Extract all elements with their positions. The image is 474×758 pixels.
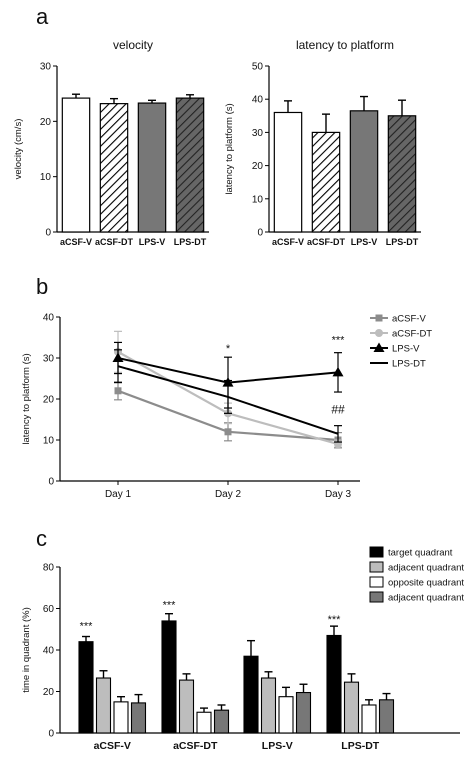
legend-marker <box>373 342 385 352</box>
y-tick-label: 0 <box>48 477 54 488</box>
legend-swatch <box>369 546 384 558</box>
x-tick-label: LPS-DT <box>341 740 380 752</box>
x-tick-label: aCSF-V <box>94 740 131 752</box>
bar-LPS-V-1 <box>260 677 277 734</box>
significance-marker: * <box>226 343 231 355</box>
x-tick-label: Day 3 <box>325 489 352 500</box>
panel-letter-b: b <box>36 274 48 299</box>
legend-label: adjacent quadrant <box>388 563 464 574</box>
y-axis-label: velocity (cm/s) <box>13 119 24 180</box>
legend-marker <box>375 329 383 337</box>
x-tick-label: LPS-V <box>139 237 166 247</box>
point-triangle <box>332 366 344 377</box>
panel-letter-c: c <box>36 526 47 551</box>
y-tick-label: 10 <box>252 194 264 205</box>
legend-marker <box>375 314 383 322</box>
panel-letter-a: a <box>36 4 49 29</box>
bar-LPS-DT-1 <box>343 681 360 734</box>
y-tick-label: 40 <box>43 646 55 657</box>
y-axis-label: time in quadrant (%) <box>21 607 32 693</box>
legend-swatch <box>369 591 384 603</box>
y-tick-label: 40 <box>252 95 264 106</box>
legend-swatch <box>369 561 384 573</box>
legend-label: aCSF-DT <box>392 329 432 340</box>
chart-title: velocity <box>113 38 153 52</box>
bar-aCSF-DT-3 <box>213 709 230 734</box>
latency-line-chart: latency to platform (s) 0 10 20 30 40 Day 1 Day… <box>21 313 432 501</box>
bar-aCSF-DT <box>99 103 129 233</box>
bar-aCSF-V-0 <box>78 641 94 734</box>
bar-aCSF-DT <box>311 131 341 233</box>
y-tick-label: 20 <box>40 117 52 128</box>
y-tick-label: 0 <box>257 228 263 239</box>
legend-label: aCSF-V <box>392 314 426 325</box>
y-tick-label: 30 <box>252 128 264 139</box>
y-axis-label: latency to platform (s) <box>224 103 235 194</box>
quadrant-bar-chart: time in quadrant (%) 0 20 40 60 80 aCSF-V aCSF-… <box>21 546 464 752</box>
x-tick-label: LPS-DT <box>174 237 207 247</box>
bar-LPS-DT-3 <box>378 699 395 734</box>
significance-marker: *** <box>163 600 177 612</box>
bar-LPS-V <box>137 102 167 233</box>
x-tick-label: LPS-V <box>351 237 378 247</box>
bar-aCSF-DT-0 <box>161 620 177 734</box>
bar-aCSF-V-2 <box>113 701 129 734</box>
x-tick-label: aCSF-DT <box>95 237 134 247</box>
bar-aCSF-V-3 <box>130 702 147 734</box>
y-tick-label: 20 <box>43 395 55 406</box>
bar-LPS-V-3 <box>295 691 312 734</box>
y-tick-label: 40 <box>43 313 55 324</box>
y-tick-label: 0 <box>48 729 54 740</box>
significance-marker: *** <box>80 620 94 632</box>
bar-LPS-DT <box>175 97 205 233</box>
x-tick-label: aCSF-V <box>60 237 92 247</box>
bar-aCSF-V <box>61 97 91 233</box>
bar-aCSF-DT-1 <box>178 679 195 734</box>
y-tick-label: 30 <box>40 62 52 73</box>
bar-aCSF-DT-2 <box>196 711 212 734</box>
x-tick-label: Day 2 <box>215 489 242 500</box>
y-axis-label: latency to platform (s) <box>21 353 32 444</box>
y-tick-label: 20 <box>43 687 55 698</box>
legend-label: adjacent quadrant <box>388 593 464 604</box>
bar-LPS-DT-0 <box>326 634 342 734</box>
bar-LPS-V-2 <box>278 696 294 734</box>
significance-marker: ## <box>331 402 345 416</box>
significance-marker: *** <box>332 335 346 347</box>
significance-marker: *** <box>328 614 342 626</box>
y-tick-label: 50 <box>252 62 264 73</box>
x-tick-label: LPS-DT <box>386 237 419 247</box>
bar-LPS-V-0 <box>243 655 259 734</box>
point-square <box>224 428 232 436</box>
latency-bar-chart: latency to platform latency to platform (… <box>224 38 421 247</box>
y-tick-label: 10 <box>40 172 52 183</box>
legend-label: LPS-V <box>392 344 420 355</box>
legend-label: target quadrant <box>388 548 453 559</box>
legend-swatch <box>369 576 384 588</box>
point-triangle <box>222 377 234 387</box>
x-tick-label: aCSF-DT <box>173 740 218 752</box>
y-tick-label: 10 <box>43 436 55 447</box>
point-square <box>114 387 122 395</box>
bar-LPS-V <box>349 110 379 233</box>
legend-label: LPS-DT <box>392 359 426 370</box>
bar-LPS-DT-2 <box>361 704 377 734</box>
y-tick-label: 0 <box>45 228 51 239</box>
y-tick-label: 80 <box>43 563 55 574</box>
bar-LPS-DT <box>387 115 417 233</box>
y-tick-label: 60 <box>43 604 55 615</box>
x-tick-label: LPS-V <box>262 740 293 752</box>
x-tick-label: aCSF-DT <box>307 237 346 247</box>
bar-aCSF-V-1 <box>95 677 112 734</box>
legend-label: opposite quadrant <box>388 578 464 589</box>
chart-title: latency to platform <box>296 38 394 52</box>
y-tick-label: 30 <box>43 354 55 365</box>
velocity-chart: velocity velocity (cm/s) 0 10 20 30 aCSF-V aCSF… <box>13 38 209 247</box>
bar-aCSF-V <box>273 111 303 233</box>
x-tick-label: Day 1 <box>105 489 132 500</box>
point-triangle <box>112 352 124 362</box>
y-tick-label: 20 <box>252 161 264 172</box>
x-tick-label: aCSF-V <box>272 237 304 247</box>
